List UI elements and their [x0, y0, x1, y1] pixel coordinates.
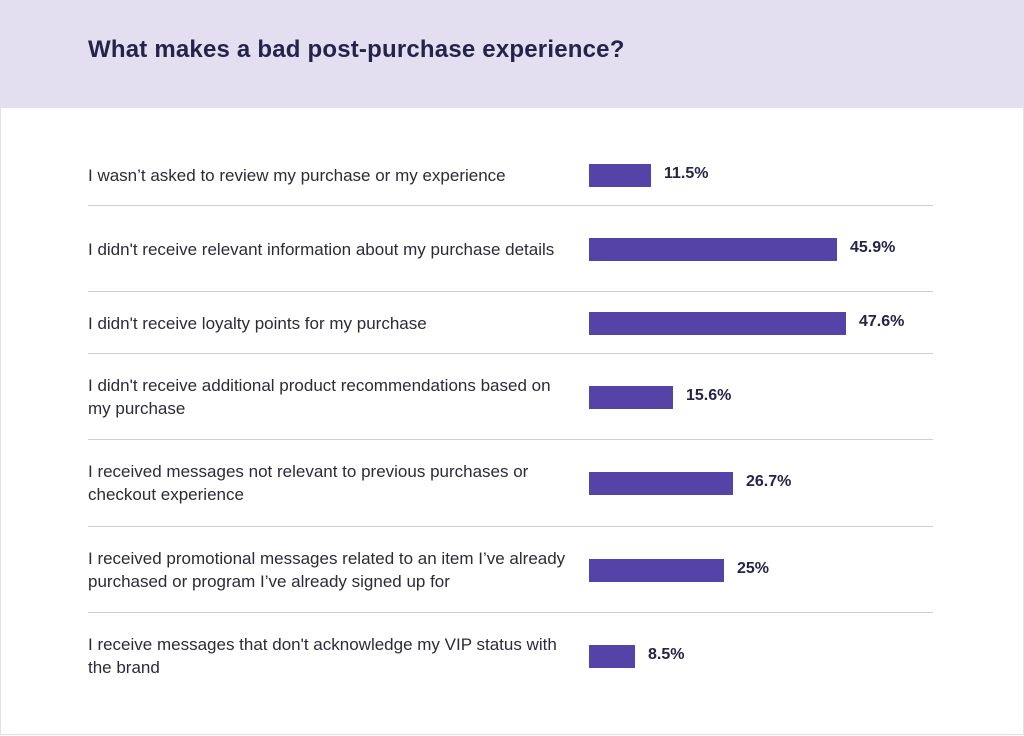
- category-label: I received promotional messages related …: [88, 549, 566, 591]
- data-label: 8.5%: [648, 646, 685, 663]
- category-label: I didn't receive loyalty points for my p…: [88, 314, 427, 333]
- category-label: I didn't receive relevant information ab…: [88, 240, 555, 259]
- row-divider: [88, 353, 933, 354]
- data-label: 15.6%: [686, 387, 732, 404]
- bar: [589, 312, 846, 335]
- category-label: I wasn’t asked to review my purchase or …: [88, 166, 506, 185]
- bar: [589, 472, 733, 495]
- data-label: 45.9%: [850, 239, 896, 256]
- chart-header: What makes a bad post-purchase experienc…: [0, 0, 1024, 108]
- data-label: 47.6%: [859, 313, 905, 330]
- row-divider: [88, 205, 933, 206]
- bar: [589, 645, 635, 668]
- bar: [589, 386, 673, 409]
- chart-title: What makes a bad post-purchase experienc…: [88, 36, 625, 63]
- bar: [589, 559, 724, 582]
- data-label: 11.5%: [664, 165, 709, 182]
- bar: [589, 238, 837, 261]
- category-label: I received messages not relevant to prev…: [88, 462, 529, 504]
- category-label: I didn't receive additional product reco…: [88, 376, 551, 418]
- bar: [589, 164, 651, 187]
- data-label: 26.7%: [746, 473, 792, 490]
- data-label: 25%: [737, 560, 770, 577]
- category-label: I receive messages that don't acknowledg…: [88, 635, 557, 677]
- row-divider: [88, 526, 933, 527]
- row-divider: [88, 439, 933, 440]
- row-divider: [88, 291, 933, 292]
- row-divider: [88, 612, 933, 613]
